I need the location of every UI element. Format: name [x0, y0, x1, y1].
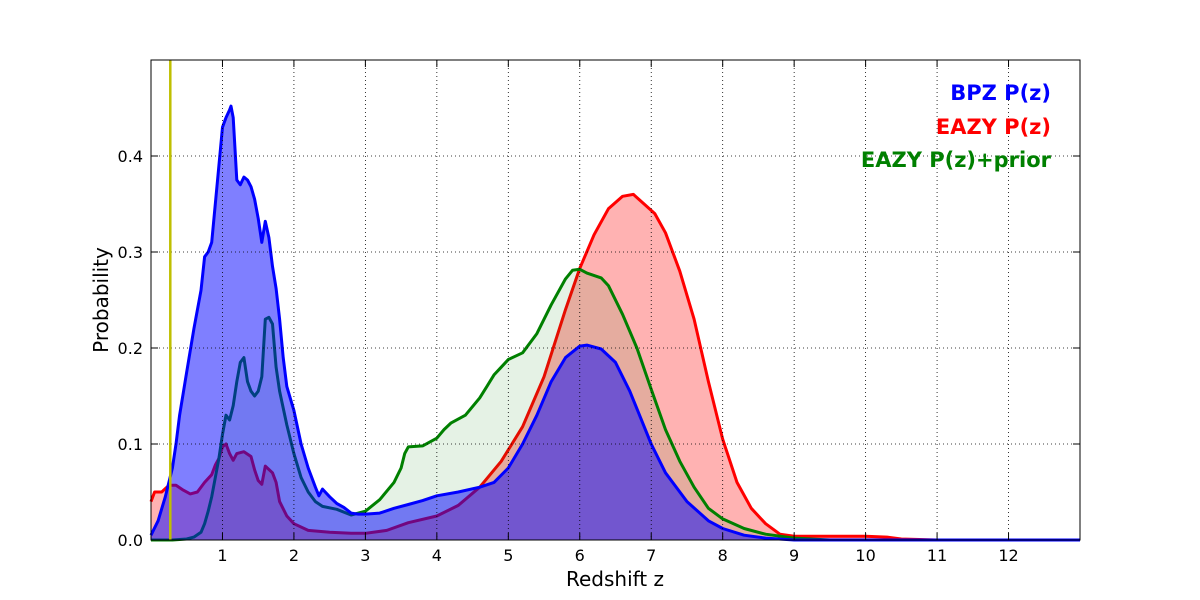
x-tick-label: 4 — [432, 546, 442, 565]
y-tick-label: 0.3 — [118, 243, 143, 262]
y-tick-label: 0.2 — [118, 339, 143, 358]
x-tick-label: 5 — [503, 546, 513, 565]
x-tick-label: 2 — [289, 546, 299, 565]
x-tick-label: 7 — [646, 546, 656, 565]
x-axis-label: Redshift z — [566, 567, 664, 591]
y-tick-label: 0.1 — [118, 435, 143, 454]
y-axis-label: Probability — [89, 247, 113, 353]
plot-frame — [150, 59, 1081, 541]
series-line-bpz-p-z — [149, 104, 1080, 542]
legend-entry-bpz: BPZ P(z) — [950, 81, 1051, 105]
x-tick-label: 9 — [789, 546, 799, 565]
series-layer — [149, 104, 1080, 542]
series-area-bpz-p-z — [151, 106, 1080, 540]
y-tick-label: 0.4 — [118, 147, 143, 166]
x-tick-label: 11 — [927, 546, 947, 565]
legend: BPZ P(z) EAZY P(z) EAZY P(z)+prior — [861, 81, 1052, 172]
tick-layer: 1 2 3 4 5 6 7 8 9 10 11 120.00.10.20.30.4 — [118, 60, 1080, 565]
x-tick-label: 8 — [718, 546, 728, 565]
x-tick-label: 3 — [360, 546, 370, 565]
x-tick-label: 1 — [217, 546, 227, 565]
x-tick-label: 12 — [998, 546, 1018, 565]
x-tick-label: 10 — [855, 546, 875, 565]
y-tick-label: 0.0 — [118, 531, 143, 550]
legend-entry-eazy: EAZY P(z) — [936, 115, 1051, 139]
x-tick-label: 6 — [575, 546, 585, 565]
legend-entry-eazy-prior: EAZY P(z)+prior — [861, 148, 1052, 172]
